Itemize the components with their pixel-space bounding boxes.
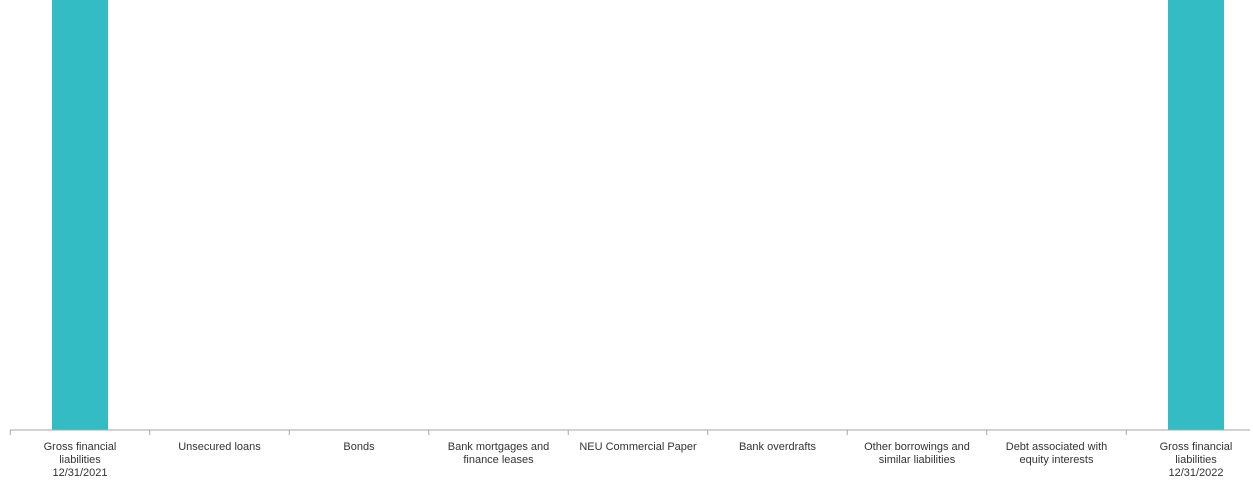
category-label: Bonds: [343, 441, 375, 453]
total-bar: [1168, 0, 1224, 430]
category-labels-layer: Gross financial liabilities 12/31/2021Unse…: [44, 441, 1233, 479]
category-label-line: equity interests: [1020, 454, 1094, 466]
category-label: Bank overdrafts: [739, 441, 817, 453]
category-label-line: liabilities: [1175, 454, 1217, 466]
category-label-line: Gross financial: [44, 441, 117, 453]
category-label-line: Debt associated with: [1006, 441, 1108, 453]
category-label-line: Gross financial: [1160, 441, 1233, 453]
category-label: Unsecured loans: [178, 441, 261, 453]
category-label-line: 12/31/2021: [52, 467, 107, 479]
category-label-line: NEU Commercial Paper: [579, 441, 697, 453]
category-label-line: similar liabilities: [879, 454, 956, 466]
category-label-line: Other borrowings and: [864, 441, 970, 453]
bars-layer: [52, 0, 1224, 430]
category-label-line: Bank mortgages and: [448, 441, 550, 453]
category-label-line: Bonds: [343, 441, 375, 453]
category-label: Debt associated with equity interests: [1006, 441, 1108, 466]
category-label: NEU Commercial Paper: [579, 441, 697, 453]
category-label-line: Bank overdrafts: [739, 441, 817, 453]
category-label-line: 12/31/2022: [1168, 467, 1223, 479]
category-label-line: Unsecured loans: [178, 441, 261, 453]
x-axis: [9, 429, 1250, 435]
category-label-line: liabilities: [59, 454, 101, 466]
category-label-line: finance leases: [463, 454, 534, 466]
category-label: Gross financial liabilities 12/31/2022: [1160, 441, 1233, 479]
total-bar: [52, 0, 108, 430]
category-label: Bank mortgages and finance leases: [448, 441, 550, 466]
category-label: Other borrowings and similar liabilities: [864, 441, 970, 466]
category-label: Gross financial liabilities 12/31/2021: [44, 441, 117, 479]
